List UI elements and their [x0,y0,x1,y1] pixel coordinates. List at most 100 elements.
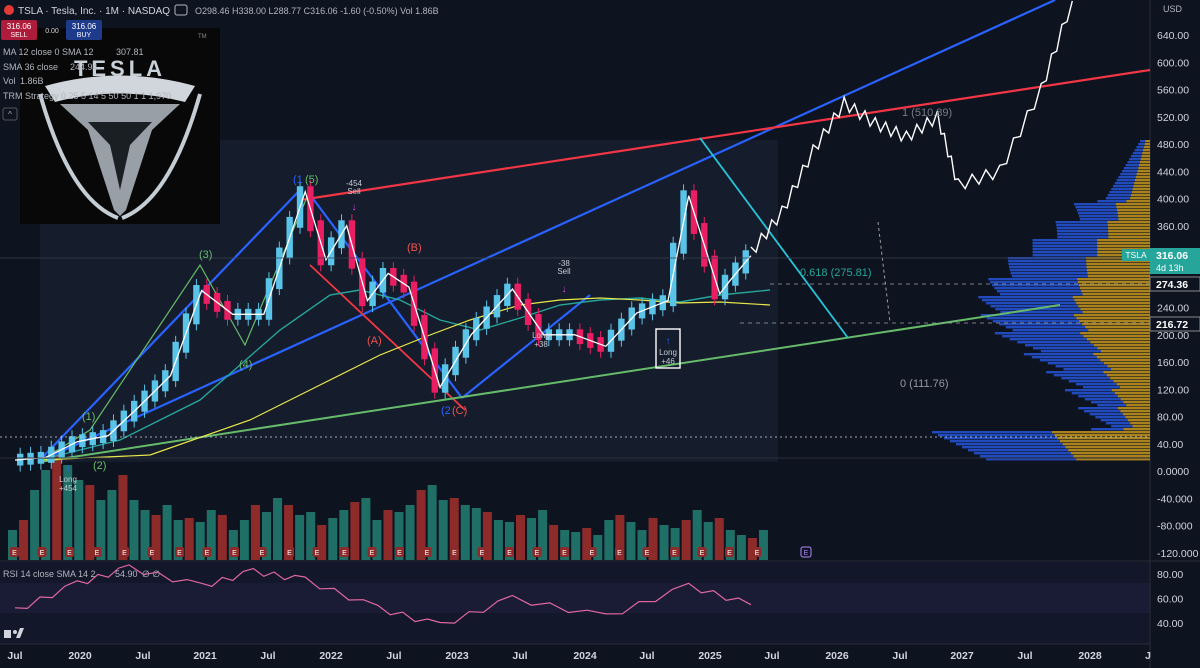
volume-profile-bar [1084,410,1121,413]
blue-trend-line-lower[interactable] [461,294,591,399]
volume-bar [361,498,371,560]
volume-profile-bar [1136,173,1150,176]
volume-profile-bar [1127,419,1150,422]
earnings-icon [202,547,212,557]
volume-profile-bar [1075,383,1117,386]
wave-label: (A) [367,335,382,347]
earnings-icon [395,547,404,557]
volume-profile-bar [1008,263,1087,266]
volume-profile-bar [1032,242,1098,245]
svg-text:E: E [562,550,567,557]
volume-profile-bar [1140,140,1146,143]
volume-profile-bar [1114,182,1135,185]
blue-trend-line-upper[interactable] [37,0,1056,464]
volume-profile-bar [1127,161,1140,164]
volume-bar [162,505,172,560]
volume-profile-bar [1087,275,1150,278]
volume-profile-bar [1077,212,1118,215]
volume-profile-bar [1107,224,1150,227]
svg-text:E: E [12,550,17,557]
volume-profile-bar [1055,221,1108,224]
volume-bar [725,530,735,560]
volume-profile-bar [986,302,1077,305]
wave-label: (1 [293,174,303,186]
earnings-icon [340,547,349,557]
volume-profile-bar [1107,227,1150,230]
volume-bar [593,535,603,560]
volume-profile-bar [1143,149,1150,152]
volume-profile-bar [1078,284,1150,287]
sell-button[interactable] [1,20,37,40]
volume-bar [350,502,360,560]
wave-label: (2 [441,405,451,417]
wave-label: (5) [305,174,318,186]
wave-labels: (1) (2) (3) (4) (5) (1 (A) (B) (2 (C) [82,174,467,472]
volume-profile-bar [1086,266,1150,269]
volume-profile-bar [1084,398,1121,401]
svg-text:316.06: 316.06 [72,22,97,31]
earnings-icon [642,547,652,557]
projection-line [750,0,1073,254]
green-support-line[interactable] [39,304,1061,463]
volume-profile-bar [962,446,1066,449]
svg-text:E: E [342,550,347,557]
volume-bar [306,512,316,560]
cyan-projection-line[interactable] [699,137,849,339]
volume-profile-bar [1097,200,1127,203]
volume-bar [449,498,459,560]
svg-text:-454: -454 [346,179,363,188]
volume-bar [30,490,40,560]
volume-profile-bar [994,332,1081,335]
wave-label: (3) [199,249,212,261]
volume-profile-bar [1025,344,1094,347]
buy-button[interactable] [66,20,102,40]
volume-profile-bar [999,293,1083,296]
svg-text:Sell: Sell [347,187,361,196]
volume-profile-bar [1138,143,1145,146]
volume-profile-bar [1032,245,1098,248]
volume-profile-bar [1086,269,1150,272]
volume-profile-bar [1071,392,1115,395]
volume-profile-bar [1126,404,1150,407]
earnings-icon [450,547,459,557]
time-axis-ticks[interactable]: Jul 2020 Jul 2021 Jul 2022 Jul 2023 Jul 2024 Jul 20… [7,650,1151,662]
volume-profile-bar [1125,416,1150,419]
volume-bar [96,500,106,560]
earnings-icon [65,547,74,557]
volume-profile-bar [1107,221,1150,224]
volume-profile-bar [1012,329,1089,332]
chart-header: TSLA · Tesla, Inc. · 1M · NASDAQ O298.46… [1,4,1183,579]
volume-profile-bar [1117,212,1150,215]
fib-0-label: 0 (111.76) [900,378,949,390]
time-tick: Jul [135,650,150,662]
volume-profile-bar [1070,452,1150,455]
earnings-icon [120,547,129,557]
blue-trend-line-wave1[interactable] [37,189,301,463]
volume-bar [262,512,271,560]
volume-bar [173,520,183,560]
volume-profile-bar [944,437,1058,440]
volume-profile-bar [1132,188,1150,191]
volume-profile-bar [1097,245,1150,248]
collapse-legend-button[interactable] [2,107,18,121]
volume-profile-bar [1097,347,1150,350]
volume-profile-bar [992,320,1080,323]
vol-value: 1.86B [20,76,44,86]
volume-profile-bar [1118,176,1136,179]
volume-profile-bar [1040,350,1101,353]
volume-profile-bar [1080,332,1150,335]
volume-profile-bar [1073,314,1150,317]
volume-profile-bar [1118,215,1150,218]
strategy-signals: -454 Sell ↓ -38 Sell ↓ ↑ Long +454 ↑ Lon… [59,179,681,493]
svg-text:E: E [177,550,182,557]
time-tick: 2025 [698,650,722,662]
volume-profile-bar [1089,413,1123,416]
time-tick: Jul [386,650,401,662]
volume-profile-bar [1125,164,1140,167]
red-trend-line[interactable] [299,68,1151,202]
compare-icon[interactable] [174,4,188,16]
earnings-icon [10,547,19,557]
volume-profile-bar [1023,353,1094,356]
